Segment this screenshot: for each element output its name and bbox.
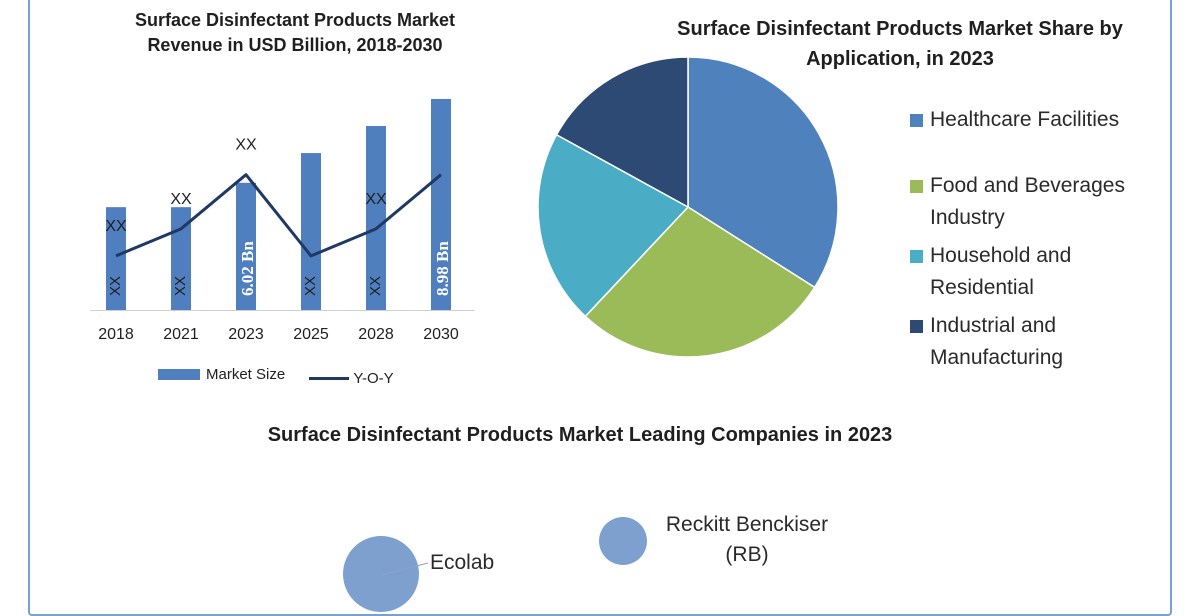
bar-chart: XX 2018 XX 2021 6.02 Bn 2023 XX 2025 XX 2028 8.98 …: [90, 98, 475, 343]
reckitt-bubble: [599, 517, 647, 565]
yoy-line-swatch: [309, 377, 350, 380]
bar-data-label: XX: [367, 276, 384, 296]
healthcare-swatch: [910, 114, 923, 127]
pie-legend-label: Food and Beverages Industry: [930, 174, 1125, 229]
bar-market-size: [236, 182, 256, 310]
household-swatch: [910, 250, 923, 263]
bar-market-size: [431, 98, 451, 310]
bar-market-size: [301, 153, 321, 310]
pie-slice: [537, 133, 690, 318]
pie-slice: [687, 56, 839, 289]
market-size-swatch: [158, 369, 200, 380]
industrial-swatch: [910, 320, 923, 333]
x-tick-label: 2028: [358, 326, 394, 343]
pie-legend: Healthcare Facilities Food and Beverages…: [910, 104, 1170, 380]
companies-title: Surface Disinfectant Products Market Lea…: [267, 424, 893, 446]
ecolab-leader-line: [381, 562, 429, 576]
bar-value-label: 8.98 Bn: [433, 241, 452, 296]
pie-legend-label: Household and Residential: [930, 244, 1072, 299]
x-tick-label: 2021: [163, 326, 199, 343]
pie-legend-item-household: Household and Residential: [910, 240, 1170, 304]
yoy-data-label: XX: [105, 218, 127, 235]
food-swatch: [910, 180, 923, 193]
x-tick-label: 2018: [98, 326, 134, 343]
yoy-line: [115, 173, 442, 258]
x-tick-label: 2025: [293, 326, 329, 343]
yoy-data-label: XX: [235, 137, 257, 154]
pie-legend-item-healthcare: Healthcare Facilities: [910, 104, 1170, 136]
company-label-ecolab: Ecolab: [430, 551, 495, 574]
pie-slice: [555, 56, 689, 209]
x-tick-label: 2030: [423, 326, 459, 343]
bar-chart-title: Surface Disinfectant Products Market Rev…: [134, 10, 456, 55]
bar-data-label: XX: [107, 276, 124, 296]
legend-yoy-label: Y-O-Y: [353, 370, 394, 387]
legend-market-size-label: Market Size: [206, 366, 286, 383]
legend-yoy: Y-O-Y: [309, 370, 394, 387]
bar-market-size: [171, 207, 191, 310]
bar-data-label: XX: [172, 276, 189, 296]
yoy-data-label: XX: [365, 191, 387, 208]
bar-data-label: XX: [302, 276, 319, 296]
bar-value-label: 6.02 Bn: [238, 241, 257, 296]
bar-market-size: [106, 207, 126, 310]
yoy-data-label: XX: [170, 191, 192, 208]
bar-chart-legend: Market Size Y-O-Y: [158, 366, 414, 387]
pie-slice: [584, 206, 816, 358]
pie-legend-item-food: Food and Beverages Industry: [910, 170, 1170, 234]
pie-chart-title: Surface Disinfectant Products Market Sha…: [677, 18, 1123, 70]
legend-market-size: Market Size: [158, 366, 285, 383]
pie-legend-label: Healthcare Facilities: [930, 108, 1120, 131]
pie-chart: [537, 56, 839, 358]
company-label-reckitt: Reckitt Benckiser (RB): [665, 513, 829, 566]
pie-legend-label: Industrial and Manufacturing: [930, 314, 1064, 369]
pie-legend-item-industrial: Industrial and Manufacturing: [910, 310, 1170, 374]
bar-market-size: [366, 126, 386, 310]
x-tick-label: 2023: [228, 326, 264, 343]
ecolab-bubble: [343, 536, 419, 612]
